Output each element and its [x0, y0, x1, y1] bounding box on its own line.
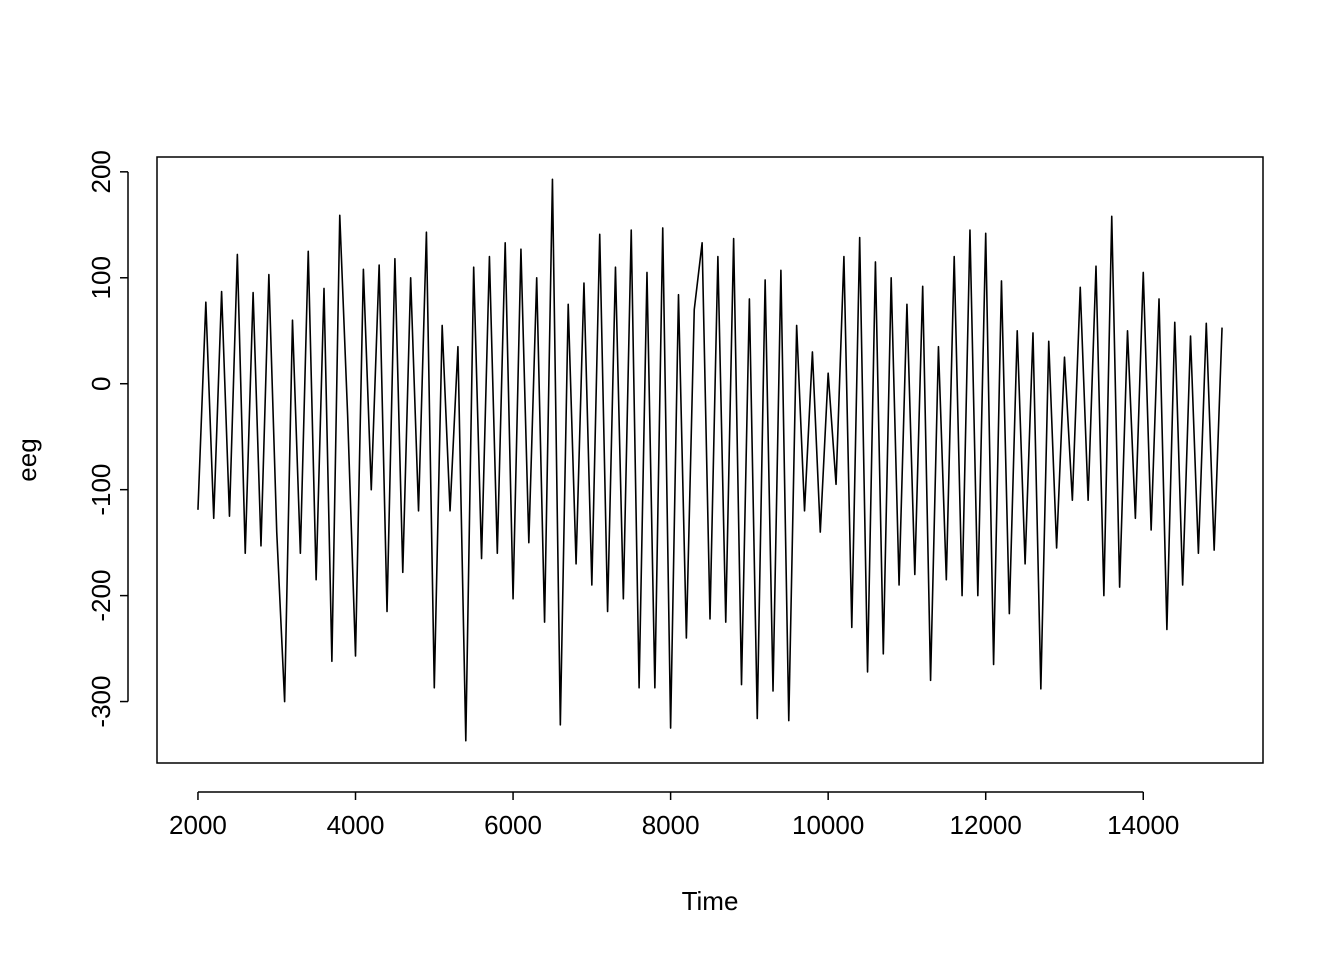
x-tick-label: 12000	[950, 810, 1022, 840]
y-tick-label: -200	[86, 570, 116, 622]
x-tick-label: 10000	[792, 810, 864, 840]
y-tick-label: 100	[86, 256, 116, 299]
y-tick-label: 0	[86, 376, 116, 390]
data-line	[197, 178, 1223, 742]
y-tick-label: -100	[86, 464, 116, 516]
y-tick-label: -300	[86, 676, 116, 728]
x-axis-label: Time	[682, 886, 739, 916]
plot-frame	[156, 156, 1264, 764]
x-tick-label: 2000	[169, 810, 227, 840]
x-tick-label: 6000	[484, 810, 542, 840]
x-tick-label: 14000	[1107, 810, 1179, 840]
x-tick-label: 8000	[642, 810, 700, 840]
y-tick-label: 200	[86, 150, 116, 193]
x-tick-label: 4000	[327, 810, 385, 840]
y-axis-label: eeg	[12, 438, 42, 481]
